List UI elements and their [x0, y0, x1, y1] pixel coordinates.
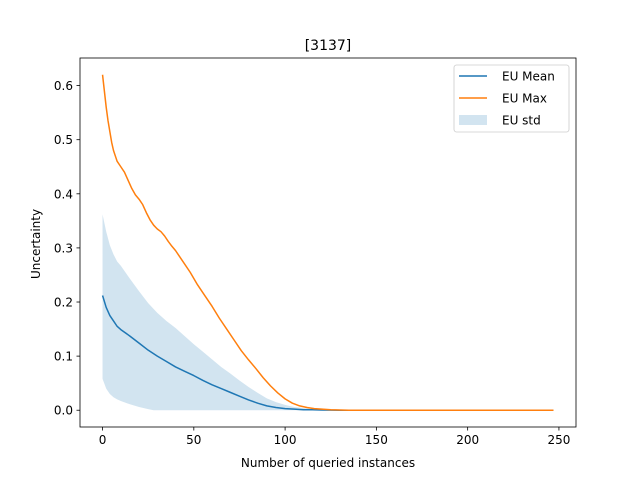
x-tick-label: 100 — [274, 433, 297, 447]
y-axis-label: Uncertainty — [29, 209, 43, 279]
x-tick-label: 200 — [456, 433, 479, 447]
plot-area — [101, 74, 554, 411]
legend-label-1: EU Mean — [502, 70, 555, 84]
axes: 0 50 100 150 200 250 0.0 0.1 0.2 0.3 0.4 0.5 0.6 — [54, 57, 577, 447]
axes-frame — [79, 57, 577, 428]
series-line-1 — [101, 295, 554, 411]
x-tick-label: 250 — [547, 433, 570, 447]
y-tick-label: 0.3 — [54, 241, 73, 255]
legend-label-3: EU std — [502, 114, 541, 128]
x-tick-label: 50 — [186, 433, 201, 447]
chart-title: [3137] — [305, 38, 352, 54]
legend: EU Mean EU Max EU std — [453, 64, 570, 133]
y-tick-label: 0.6 — [54, 79, 73, 93]
x-tick-label: 150 — [365, 433, 388, 447]
legend-swatch-3 — [459, 115, 487, 125]
y-tick-label: 0.0 — [54, 404, 73, 418]
y-tick-label: 0.2 — [54, 296, 73, 310]
y-tick-label: 0.4 — [54, 187, 73, 201]
y-tick-label: 0.1 — [54, 350, 73, 364]
x-axis-label: Number of queried instances — [241, 456, 415, 470]
series-line-2 — [101, 74, 554, 411]
legend-label-2: EU Max — [502, 92, 547, 106]
std-band-1 — [102, 214, 554, 411]
x-tick-label: 0 — [99, 433, 107, 447]
legend-box — [453, 64, 570, 133]
y-tick-label: 0.5 — [54, 133, 73, 147]
